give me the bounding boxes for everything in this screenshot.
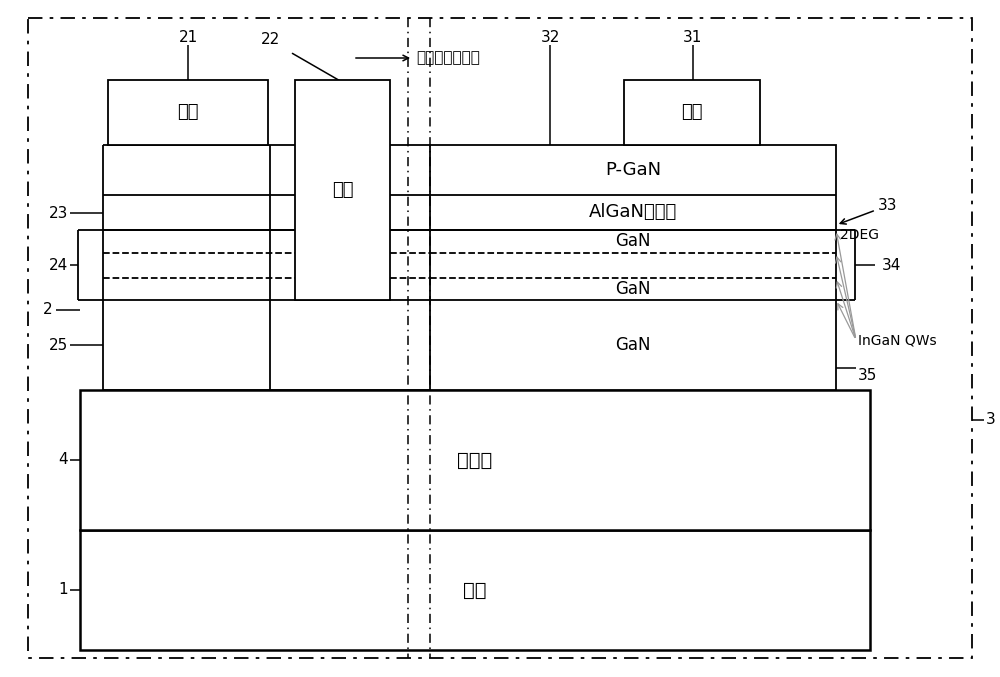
Text: GaN: GaN <box>615 232 651 250</box>
Text: 4: 4 <box>58 452 68 468</box>
Text: 基板: 基板 <box>463 580 487 600</box>
Text: 2DEG: 2DEG <box>840 228 879 242</box>
Bar <box>80 530 870 650</box>
Bar <box>624 80 760 145</box>
Text: GaN: GaN <box>615 280 651 298</box>
Text: 漏极: 漏极 <box>681 104 703 121</box>
Text: GaN: GaN <box>615 336 651 354</box>
Text: 24: 24 <box>49 257 68 273</box>
Text: 35: 35 <box>858 368 877 383</box>
Text: 在此处做横切面: 在此处做横切面 <box>416 51 480 66</box>
Text: P-GaN: P-GaN <box>605 161 661 179</box>
Bar <box>80 390 870 530</box>
Text: 32: 32 <box>540 30 560 45</box>
Text: 栅极: 栅极 <box>332 181 353 199</box>
Text: 缓冲层: 缓冲层 <box>457 450 493 470</box>
Text: 源极: 源极 <box>177 104 199 121</box>
Text: 21: 21 <box>178 30 198 45</box>
Text: 22: 22 <box>260 32 280 47</box>
Bar <box>295 80 390 300</box>
Text: AlGaN势垒层: AlGaN势垒层 <box>589 204 677 221</box>
Text: 34: 34 <box>882 257 901 273</box>
Text: 3: 3 <box>986 412 996 427</box>
Bar <box>108 80 268 145</box>
Text: 1: 1 <box>58 582 68 598</box>
Text: InGaN QWs: InGaN QWs <box>858 333 937 347</box>
Bar <box>430 145 836 390</box>
Text: 25: 25 <box>49 338 68 353</box>
Text: 33: 33 <box>878 198 898 213</box>
Text: 23: 23 <box>49 206 68 221</box>
Text: 31: 31 <box>683 30 703 45</box>
Text: 2: 2 <box>43 303 53 318</box>
